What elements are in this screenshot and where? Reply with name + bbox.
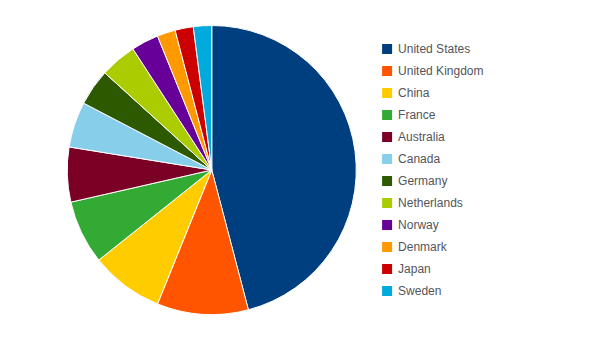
svg-text:Germany: Germany (398, 174, 447, 188)
svg-text:Netherlands: Netherlands (398, 196, 463, 210)
svg-text:France: France (398, 108, 436, 122)
svg-text:China: China (398, 86, 430, 100)
svg-text:Denmark: Denmark (398, 240, 448, 254)
svg-text:Norway: Norway (398, 218, 439, 232)
svg-text:Canada: Canada (398, 152, 440, 166)
svg-text:United Kingdom: United Kingdom (398, 64, 483, 78)
svg-text:United States: United States (398, 42, 470, 56)
svg-text:Japan: Japan (398, 262, 431, 276)
svg-text:Australia: Australia (398, 130, 445, 144)
svg-text:Sweden: Sweden (398, 284, 441, 298)
